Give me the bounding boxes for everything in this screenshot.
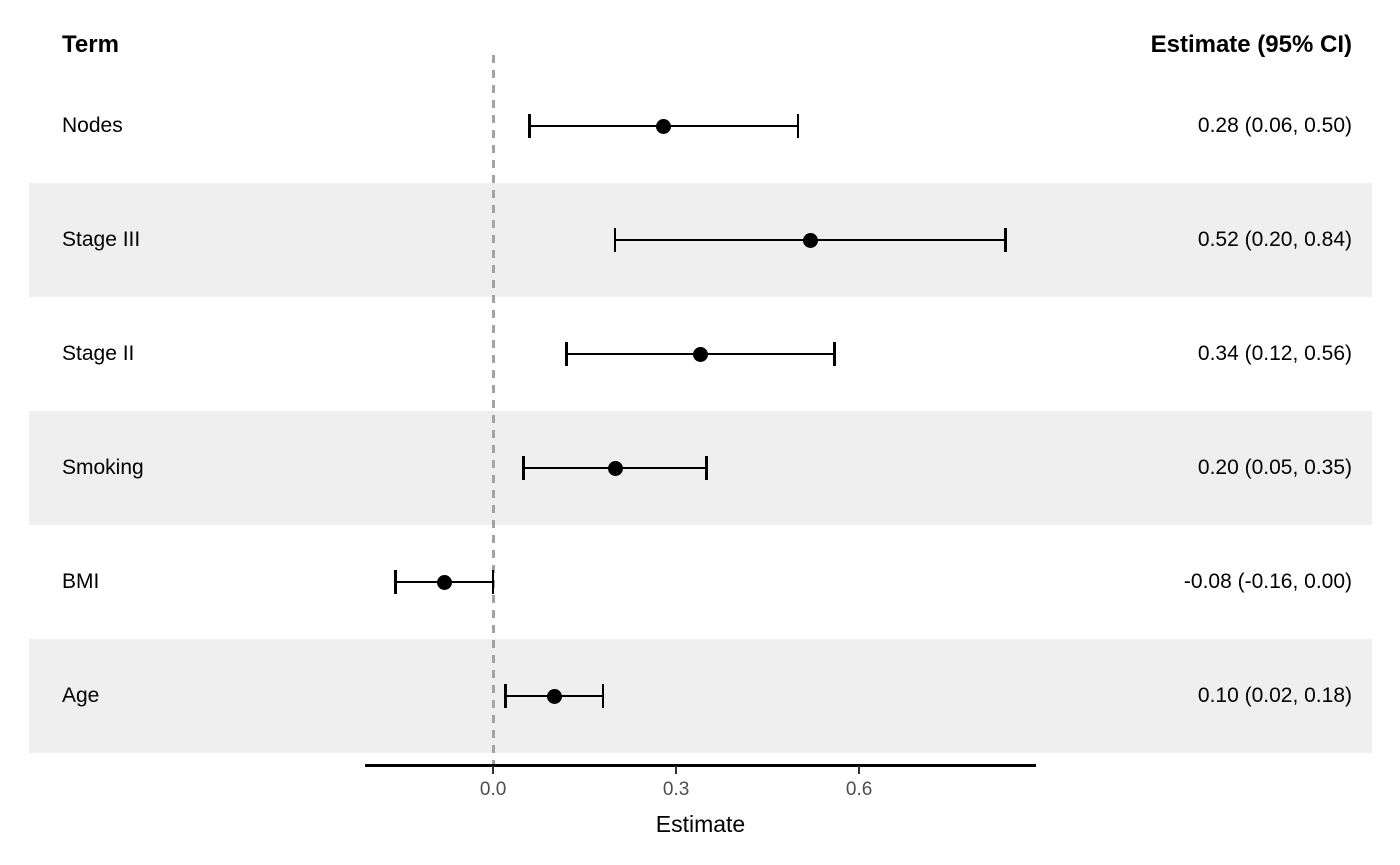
ci-cap-low: [528, 114, 531, 138]
ci-cap-high: [601, 684, 605, 708]
estimate-value: 0.10 (0.02, 0.18): [1197, 684, 1352, 707]
estimate-point: [802, 232, 818, 248]
row-stripe: [29, 639, 1372, 753]
term-label: Age: [62, 684, 100, 707]
x-axis-tick: [675, 766, 678, 774]
estimate-value: 0.52 (0.20, 0.84): [1197, 228, 1352, 251]
estimate-value: 0.28 (0.06, 0.50): [1197, 114, 1352, 137]
estimate-value: -0.08 (-0.16, 0.00): [1183, 570, 1352, 593]
ci-cap-low: [613, 228, 617, 252]
x-axis-tick-label: 0.3: [662, 779, 690, 800]
ci-cap-low: [565, 342, 568, 366]
term-label: Stage II: [62, 342, 135, 365]
x-axis-tick: [858, 766, 861, 774]
estimate-point: [607, 460, 623, 476]
ci-cap-high: [1004, 228, 1007, 252]
x-axis-tick: [492, 766, 495, 774]
term-label: BMI: [62, 570, 100, 593]
zero-reference-line: [491, 55, 495, 765]
term-column-header: Term: [62, 31, 119, 58]
estimate-point: [436, 574, 452, 590]
ci-cap-high: [491, 570, 495, 594]
estimate-value: 0.20 (0.05, 0.35): [1197, 456, 1352, 479]
ci-cap-high: [796, 114, 800, 138]
term-label: Stage III: [62, 228, 141, 251]
ci-cap-low: [522, 456, 525, 480]
x-axis-title: Estimate: [655, 811, 746, 837]
ci-cap-low: [394, 570, 397, 594]
term-label: Nodes: [62, 114, 123, 137]
x-axis-tick-label: 0.0: [479, 779, 507, 800]
estimate-column-header: Estimate (95% CI): [1150, 31, 1352, 58]
estimate-point: [656, 118, 672, 134]
estimate-point: [693, 346, 708, 362]
ci-cap-low: [504, 684, 507, 708]
ci-cap-high: [833, 342, 836, 366]
ci-cap-high: [705, 456, 708, 480]
term-label: Smoking: [62, 456, 144, 479]
x-axis-tick-label: 0.6: [845, 779, 873, 800]
x-axis-line: [365, 764, 1036, 767]
estimate-value: 0.34 (0.12, 0.56): [1197, 342, 1352, 365]
estimate-point: [546, 688, 562, 704]
